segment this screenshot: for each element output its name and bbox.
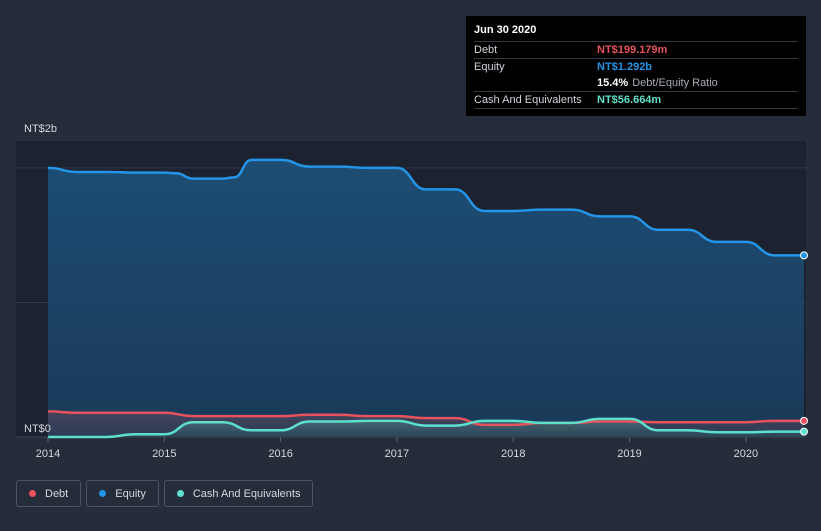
cash-and-equivalents-line [48,417,804,439]
x-axis-ticks: 2014 2015 2016 2017 2018 2019 2020 [36,437,758,460]
x-tick-label: 2020 [734,448,758,460]
tooltip-equity-value: NT$1.292b [597,61,653,73]
tooltip-date: Jun 30 2020 [474,24,537,36]
x-tick-label: 2016 [268,448,292,460]
x-tick-label: 2017 [385,448,409,460]
tooltip-row-ratio: 15.4% Debt/Equity Ratio [474,75,798,91]
legend-label: Equity [115,487,146,500]
tooltip-label [474,75,597,91]
tooltip-label: Cash And Equivalents [474,94,582,106]
cash-and-equivalents-endpoint-marker [800,427,808,436]
legend-dot-icon [176,490,184,497]
legend-item-debt[interactable]: Debt [16,480,82,507]
cash-and-equivalents-area [48,418,804,437]
y-axis-labels: NT$2b NT$0 [24,123,57,435]
debt-line [47,410,804,427]
legend-dot-icon [99,490,107,497]
legend-dot-icon [29,490,36,497]
tooltip-row-debt: Debt NT$199.179m [474,41,798,58]
equity-endpoint-marker [800,251,808,260]
x-tick-label: 2018 [501,448,525,460]
legend-label: Debt [45,487,69,500]
tooltip-label: Debt [474,44,498,56]
legend-item-cash[interactable]: Cash And Equivalents [163,480,314,507]
tooltip-cash-value: NT$56.664m [597,94,662,106]
tooltip-label: Equity [474,61,505,73]
legend-label: Cash And Equivalents [192,487,301,500]
legend-item-equity[interactable]: Equity [86,480,159,507]
x-tick-label: 2014 [36,448,60,460]
series-endpoints [800,251,808,436]
tooltip-ratio-label: Debt/Equity Ratio [632,77,718,89]
equity-line [47,158,804,257]
x-tick-label: 2019 [617,448,641,460]
tooltip-row-cash: Cash And Equivalents NT$56.664m [474,91,798,109]
y-tick-label: NT$2b [24,123,57,135]
y-tick-label: NT$0 [24,423,51,435]
tooltip-panel: Jun 30 2020 Debt NT$199.179m Equity NT$1… [466,16,806,116]
equity-area [48,159,804,437]
x-tick-label: 2015 [152,448,176,460]
tooltip-ratio-value: 15.4% [597,77,629,89]
tooltip-debt-value: NT$199.179m [597,44,668,56]
area-fills [48,159,804,437]
series-lines [47,158,804,439]
tooltip-row-equity: Equity NT$1.292b [474,58,798,75]
chart-legend: Debt Equity Cash And Equivalents [16,480,314,507]
debt-endpoint-marker [800,416,808,425]
